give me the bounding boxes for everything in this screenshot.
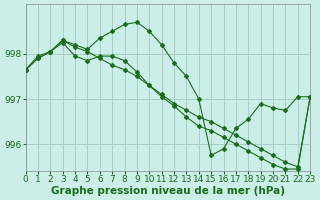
X-axis label: Graphe pression niveau de la mer (hPa): Graphe pression niveau de la mer (hPa) xyxy=(51,186,285,196)
